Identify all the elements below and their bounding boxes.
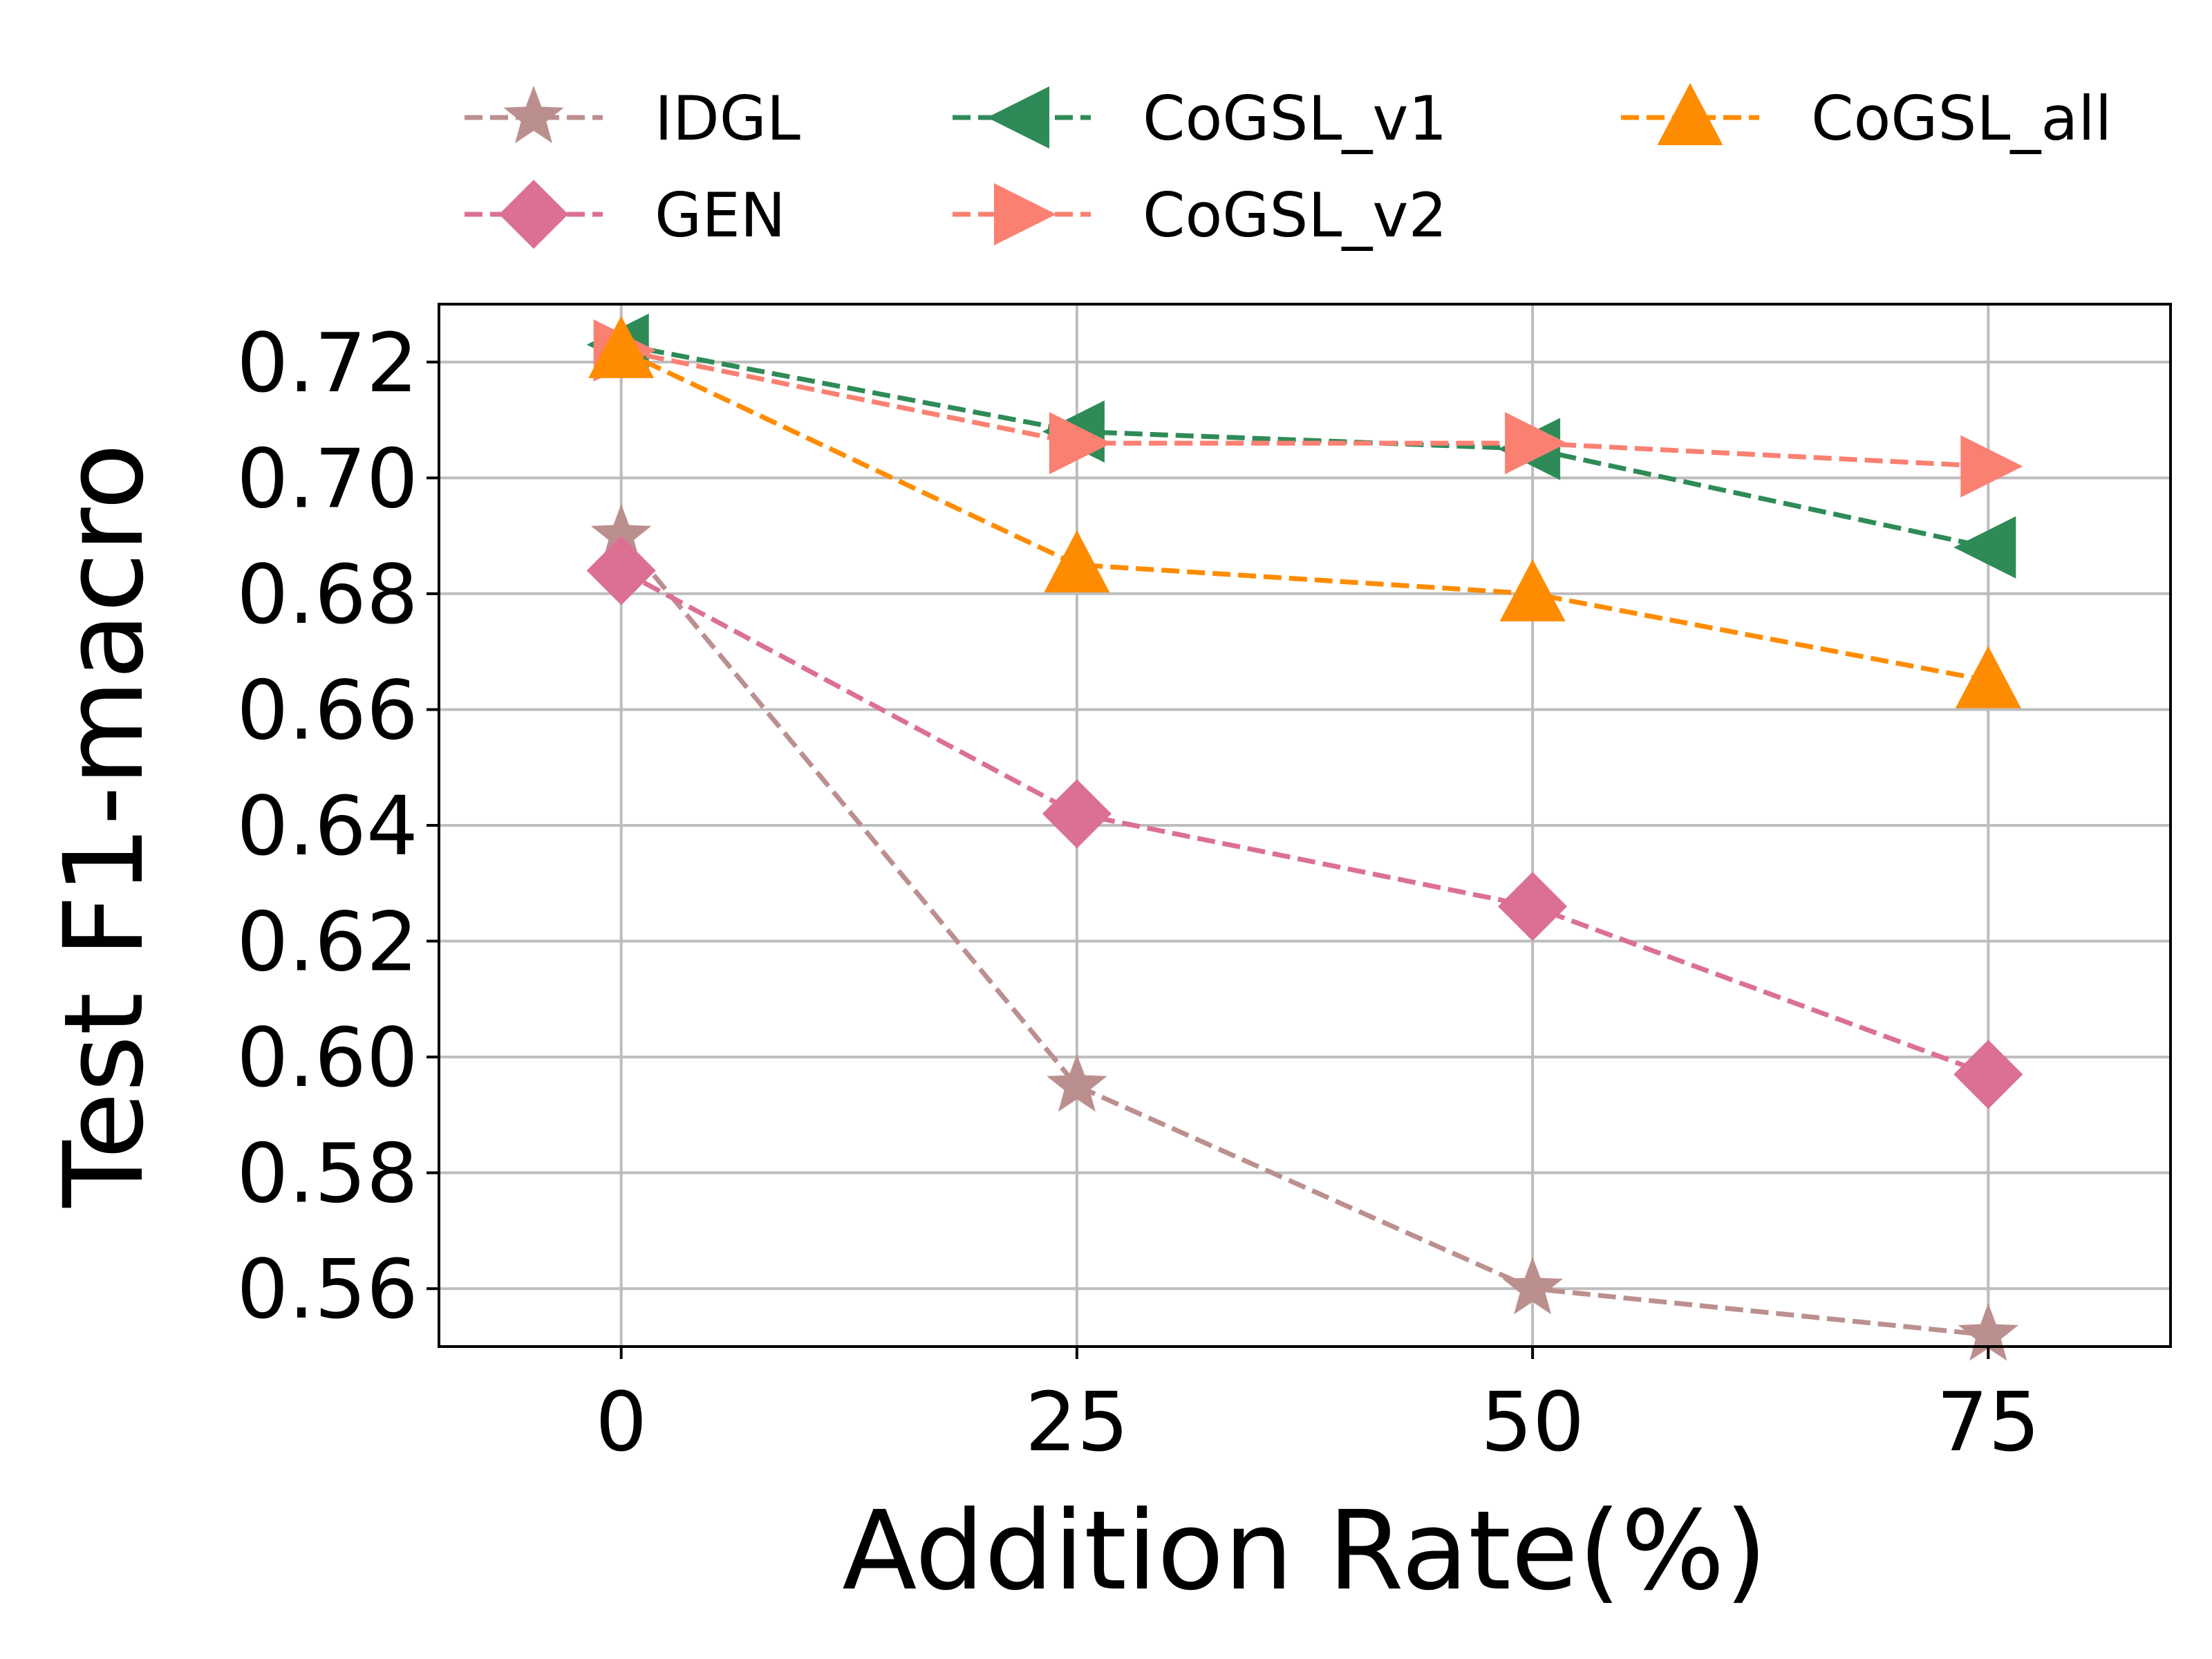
legend-item-cogsl-v1: CoGSL_v1 bbox=[953, 83, 1447, 154]
data-point-gen bbox=[1042, 779, 1112, 849]
data-point-gen bbox=[1953, 1040, 2023, 1109]
y-tick-label: 0.62 bbox=[236, 894, 418, 990]
x-tick-label: 0 bbox=[595, 1374, 647, 1470]
data-point-idgl bbox=[1047, 1054, 1107, 1112]
series-layer bbox=[586, 313, 2023, 1361]
legend-swatch-marker bbox=[994, 183, 1056, 245]
legend: IDGL GEN CoGSL_v1 CoGSL_v2 CoGSL_all bbox=[465, 83, 2112, 251]
legend-label: CoGSL_v2 bbox=[1143, 180, 1447, 251]
x-axis-title: Addition Rate(%) bbox=[842, 1488, 1767, 1615]
legend-label: CoGSL_v1 bbox=[1143, 83, 1447, 154]
series-cogsl-all bbox=[588, 316, 2021, 709]
y-tick-label: 0.58 bbox=[236, 1126, 418, 1221]
series-gen bbox=[586, 536, 2023, 1109]
series-line-gen bbox=[620, 568, 1989, 1077]
legend-swatch-marker bbox=[987, 86, 1049, 149]
data-point-gen bbox=[586, 536, 656, 606]
data-point-cogsl-v2 bbox=[1049, 412, 1112, 475]
x-tick-label: 25 bbox=[1025, 1374, 1129, 1470]
legend-item-cogsl-v2: CoGSL_v2 bbox=[953, 180, 1447, 251]
y-tick-label: 0.66 bbox=[236, 662, 418, 758]
data-point-idgl bbox=[1502, 1257, 1563, 1315]
legend-item-gen: GEN bbox=[465, 180, 786, 251]
y-tick-label: 0.72 bbox=[236, 315, 418, 411]
series-idgl bbox=[590, 504, 2019, 1361]
y-tick-label: 0.68 bbox=[236, 547, 418, 642]
series-line-cogsl-all bbox=[620, 348, 1989, 684]
data-point-cogsl-all bbox=[1499, 559, 1566, 621]
y-tick-label: 0.70 bbox=[236, 431, 418, 526]
data-point-cogsl-v2 bbox=[1505, 412, 1568, 475]
y-tick-label: 0.56 bbox=[236, 1241, 418, 1337]
data-point-cogsl-all bbox=[588, 316, 655, 379]
series-line-cogsl-v2 bbox=[621, 348, 1989, 469]
data-point-idgl bbox=[590, 504, 652, 562]
x-tick-label: 75 bbox=[1936, 1374, 2040, 1470]
legend-item-idgl: IDGL bbox=[465, 83, 800, 154]
series-line-idgl bbox=[619, 534, 1989, 1338]
data-point-cogsl-all bbox=[1955, 646, 2021, 709]
y-tick-label: 0.60 bbox=[236, 1010, 418, 1105]
data-point-cogsl-v1 bbox=[1953, 516, 2016, 579]
grid bbox=[439, 304, 2171, 1347]
series-line-cogsl-v1 bbox=[621, 342, 1989, 550]
data-point-cogsl-all bbox=[1044, 530, 1110, 592]
legend-swatch-marker bbox=[503, 86, 564, 144]
y-axis-title: Test F1-macro bbox=[41, 443, 168, 1208]
data-point-idgl bbox=[1958, 1303, 2019, 1361]
x-tick-label: 50 bbox=[1481, 1374, 1584, 1470]
series-cogsl-v2 bbox=[593, 319, 2023, 498]
data-point-cogsl-v2 bbox=[1960, 435, 2023, 498]
legend-item-cogsl-all: CoGSL_all bbox=[1621, 83, 2112, 154]
y-tick-label: 0.64 bbox=[236, 778, 418, 874]
data-point-gen bbox=[1498, 872, 1568, 941]
legend-label: GEN bbox=[655, 180, 786, 251]
legend-label: IDGL bbox=[655, 83, 800, 154]
legend-label: CoGSL_all bbox=[1811, 83, 2112, 154]
legend-swatch-marker bbox=[499, 180, 568, 249]
legend-swatch-marker bbox=[1657, 83, 1723, 145]
axis-ticks: 0 25 50 75 0.56 0.58 0.60 0.62 0.64 0.66 0.68 0.70 0… bbox=[236, 315, 2040, 1470]
series-cogsl-v1 bbox=[586, 313, 2016, 579]
